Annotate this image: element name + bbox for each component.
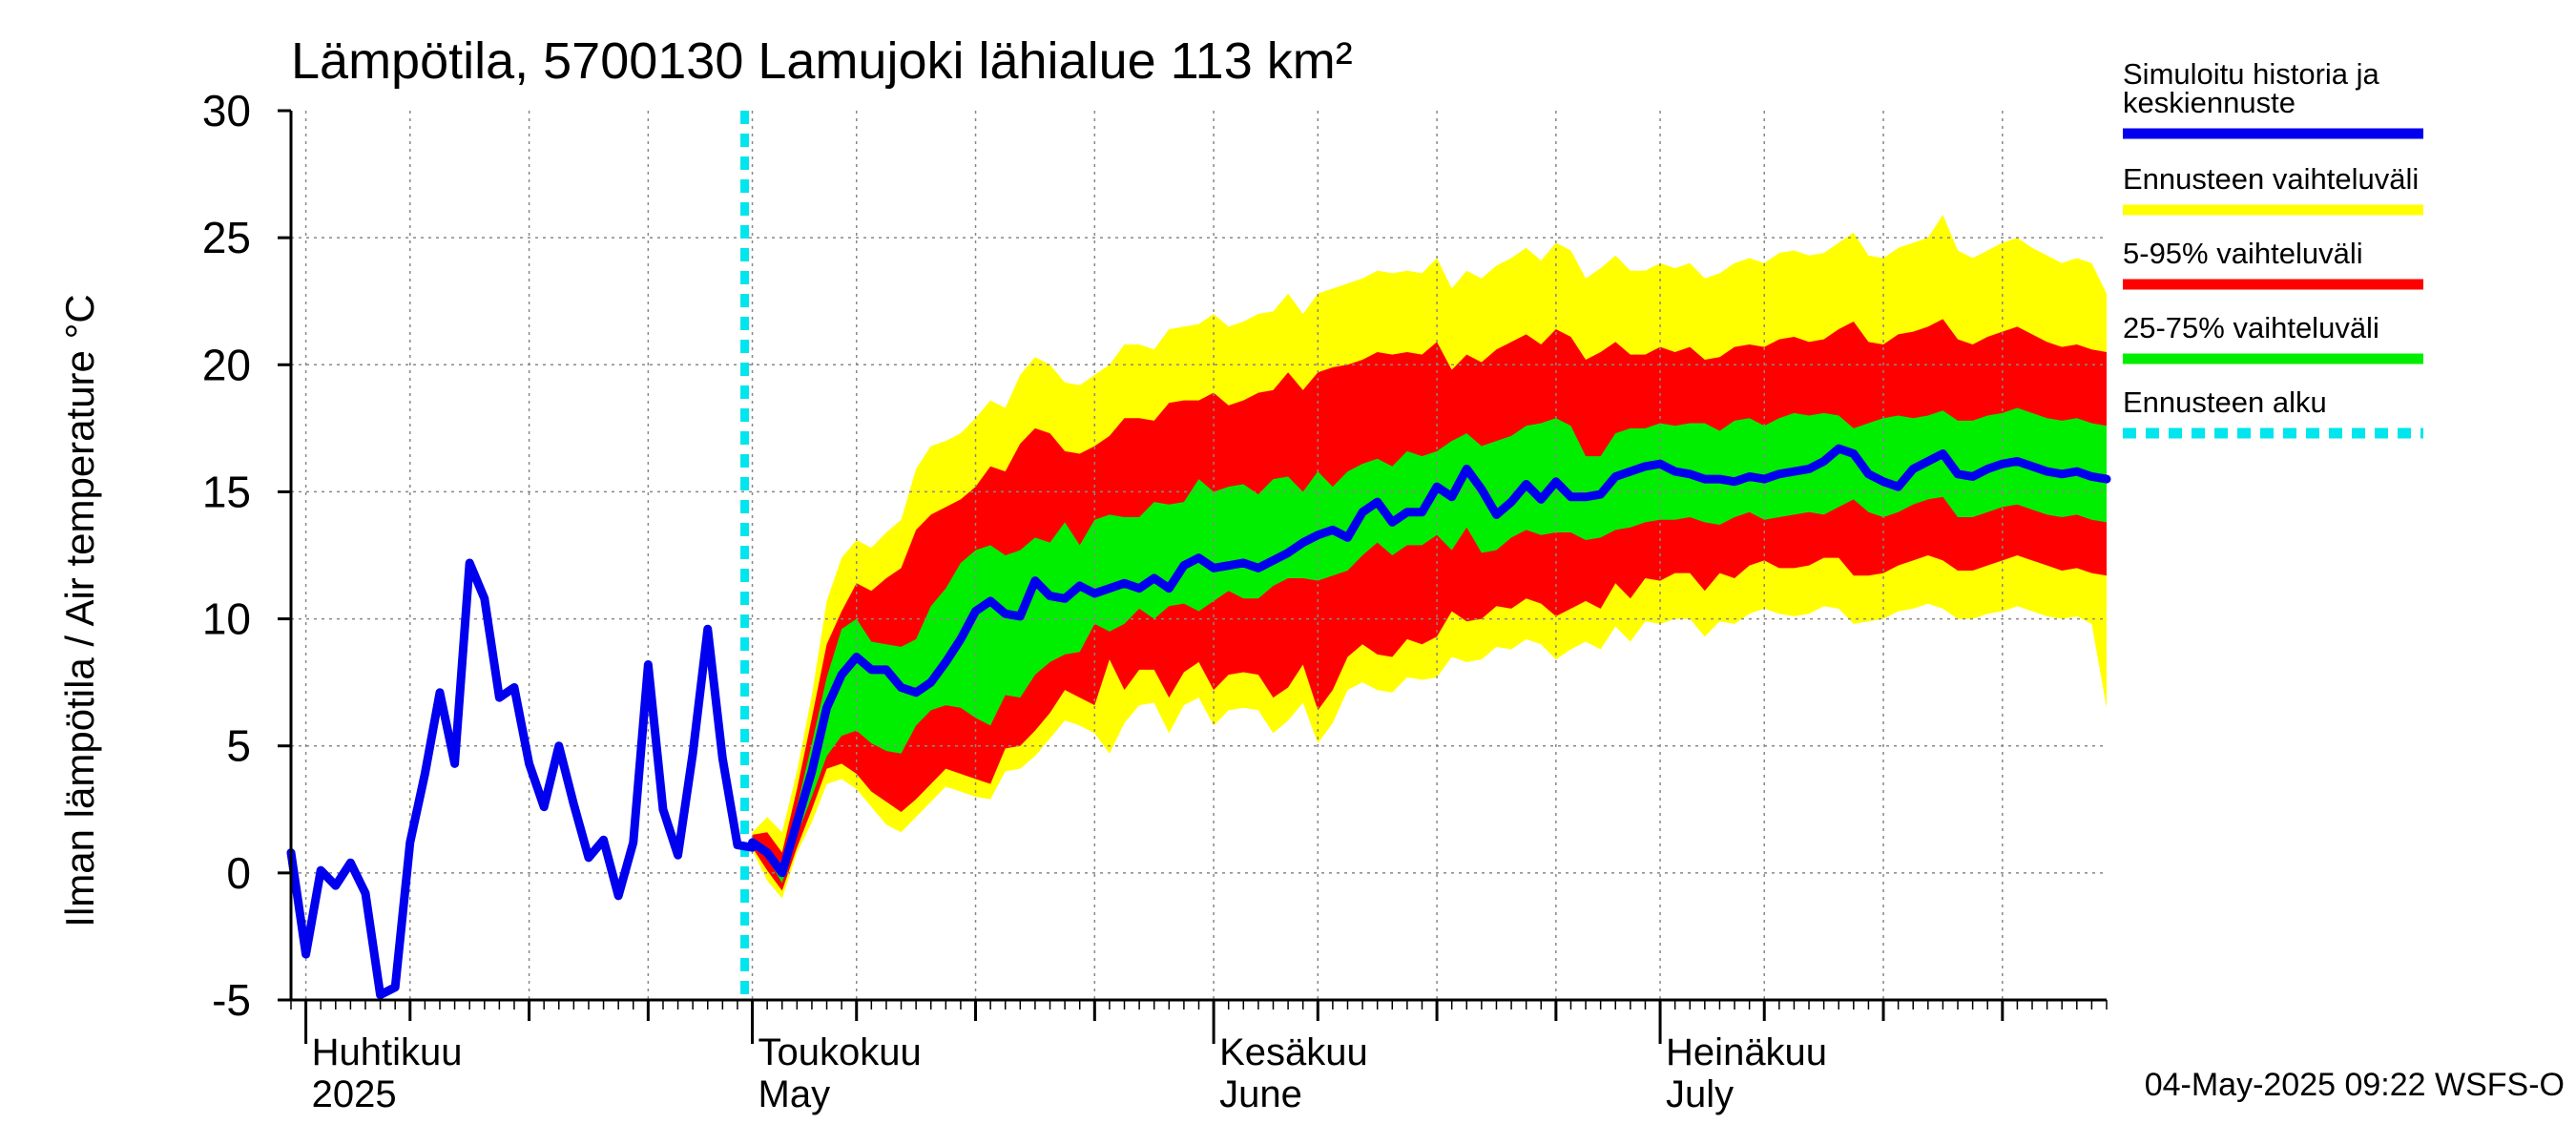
timestamp-label: 04-May-2025 09:22 WSFS-O [2145,1067,2565,1103]
legend-label: 5-95% vaihteluväli [2123,237,2363,270]
y-tick-label: 0 [226,848,251,898]
y-axis-label: Ilman lämpötila / Air temperature °C [57,294,102,926]
grid-lines [291,111,2107,1000]
y-tick-label: -5 [212,975,251,1025]
month-label-fi: Heinäkuu [1666,1031,1827,1073]
y-tick-label: 20 [202,340,251,389]
y-tick-label: 15 [202,467,251,516]
history-line [286,558,758,1000]
month-label-fi: Toukokuu [758,1031,922,1073]
forecast-bands [752,215,2107,899]
month-label-fi: Huhtikuu [312,1031,463,1073]
band-25-75 [752,407,2107,884]
month-label-en: 2025 [312,1073,397,1115]
y-tick-label: 5 [226,721,251,771]
forecast-median-line [748,444,2111,878]
axis-labels: -5051015202530Huhtikuu2025ToukokuuMayKes… [202,86,1827,1115]
axes [278,109,2108,1044]
y-tick-label: 25 [202,213,251,262]
month-label-en: June [1219,1073,1302,1115]
y-tick-label: 30 [202,86,251,135]
month-label-en: May [758,1073,831,1115]
legend-label: 25-75% vaihteluväli [2123,311,2379,344]
y-tick-label: 10 [202,594,251,644]
legend-label: Ennusteen vaihteluväli [2123,162,2419,196]
month-label-en: July [1666,1073,1734,1115]
series-lines [286,111,2111,1000]
month-label-fi: Kesäkuu [1219,1031,1368,1073]
chart-title: Lämpötila, 5700130 Lamujoki lähialue 113… [291,32,1353,90]
legend-label: Ennusteen alku [2123,385,2327,419]
legend-label: Simuloitu historia ja [2123,57,2380,91]
legend-label: keskiennuste [2123,86,2296,119]
